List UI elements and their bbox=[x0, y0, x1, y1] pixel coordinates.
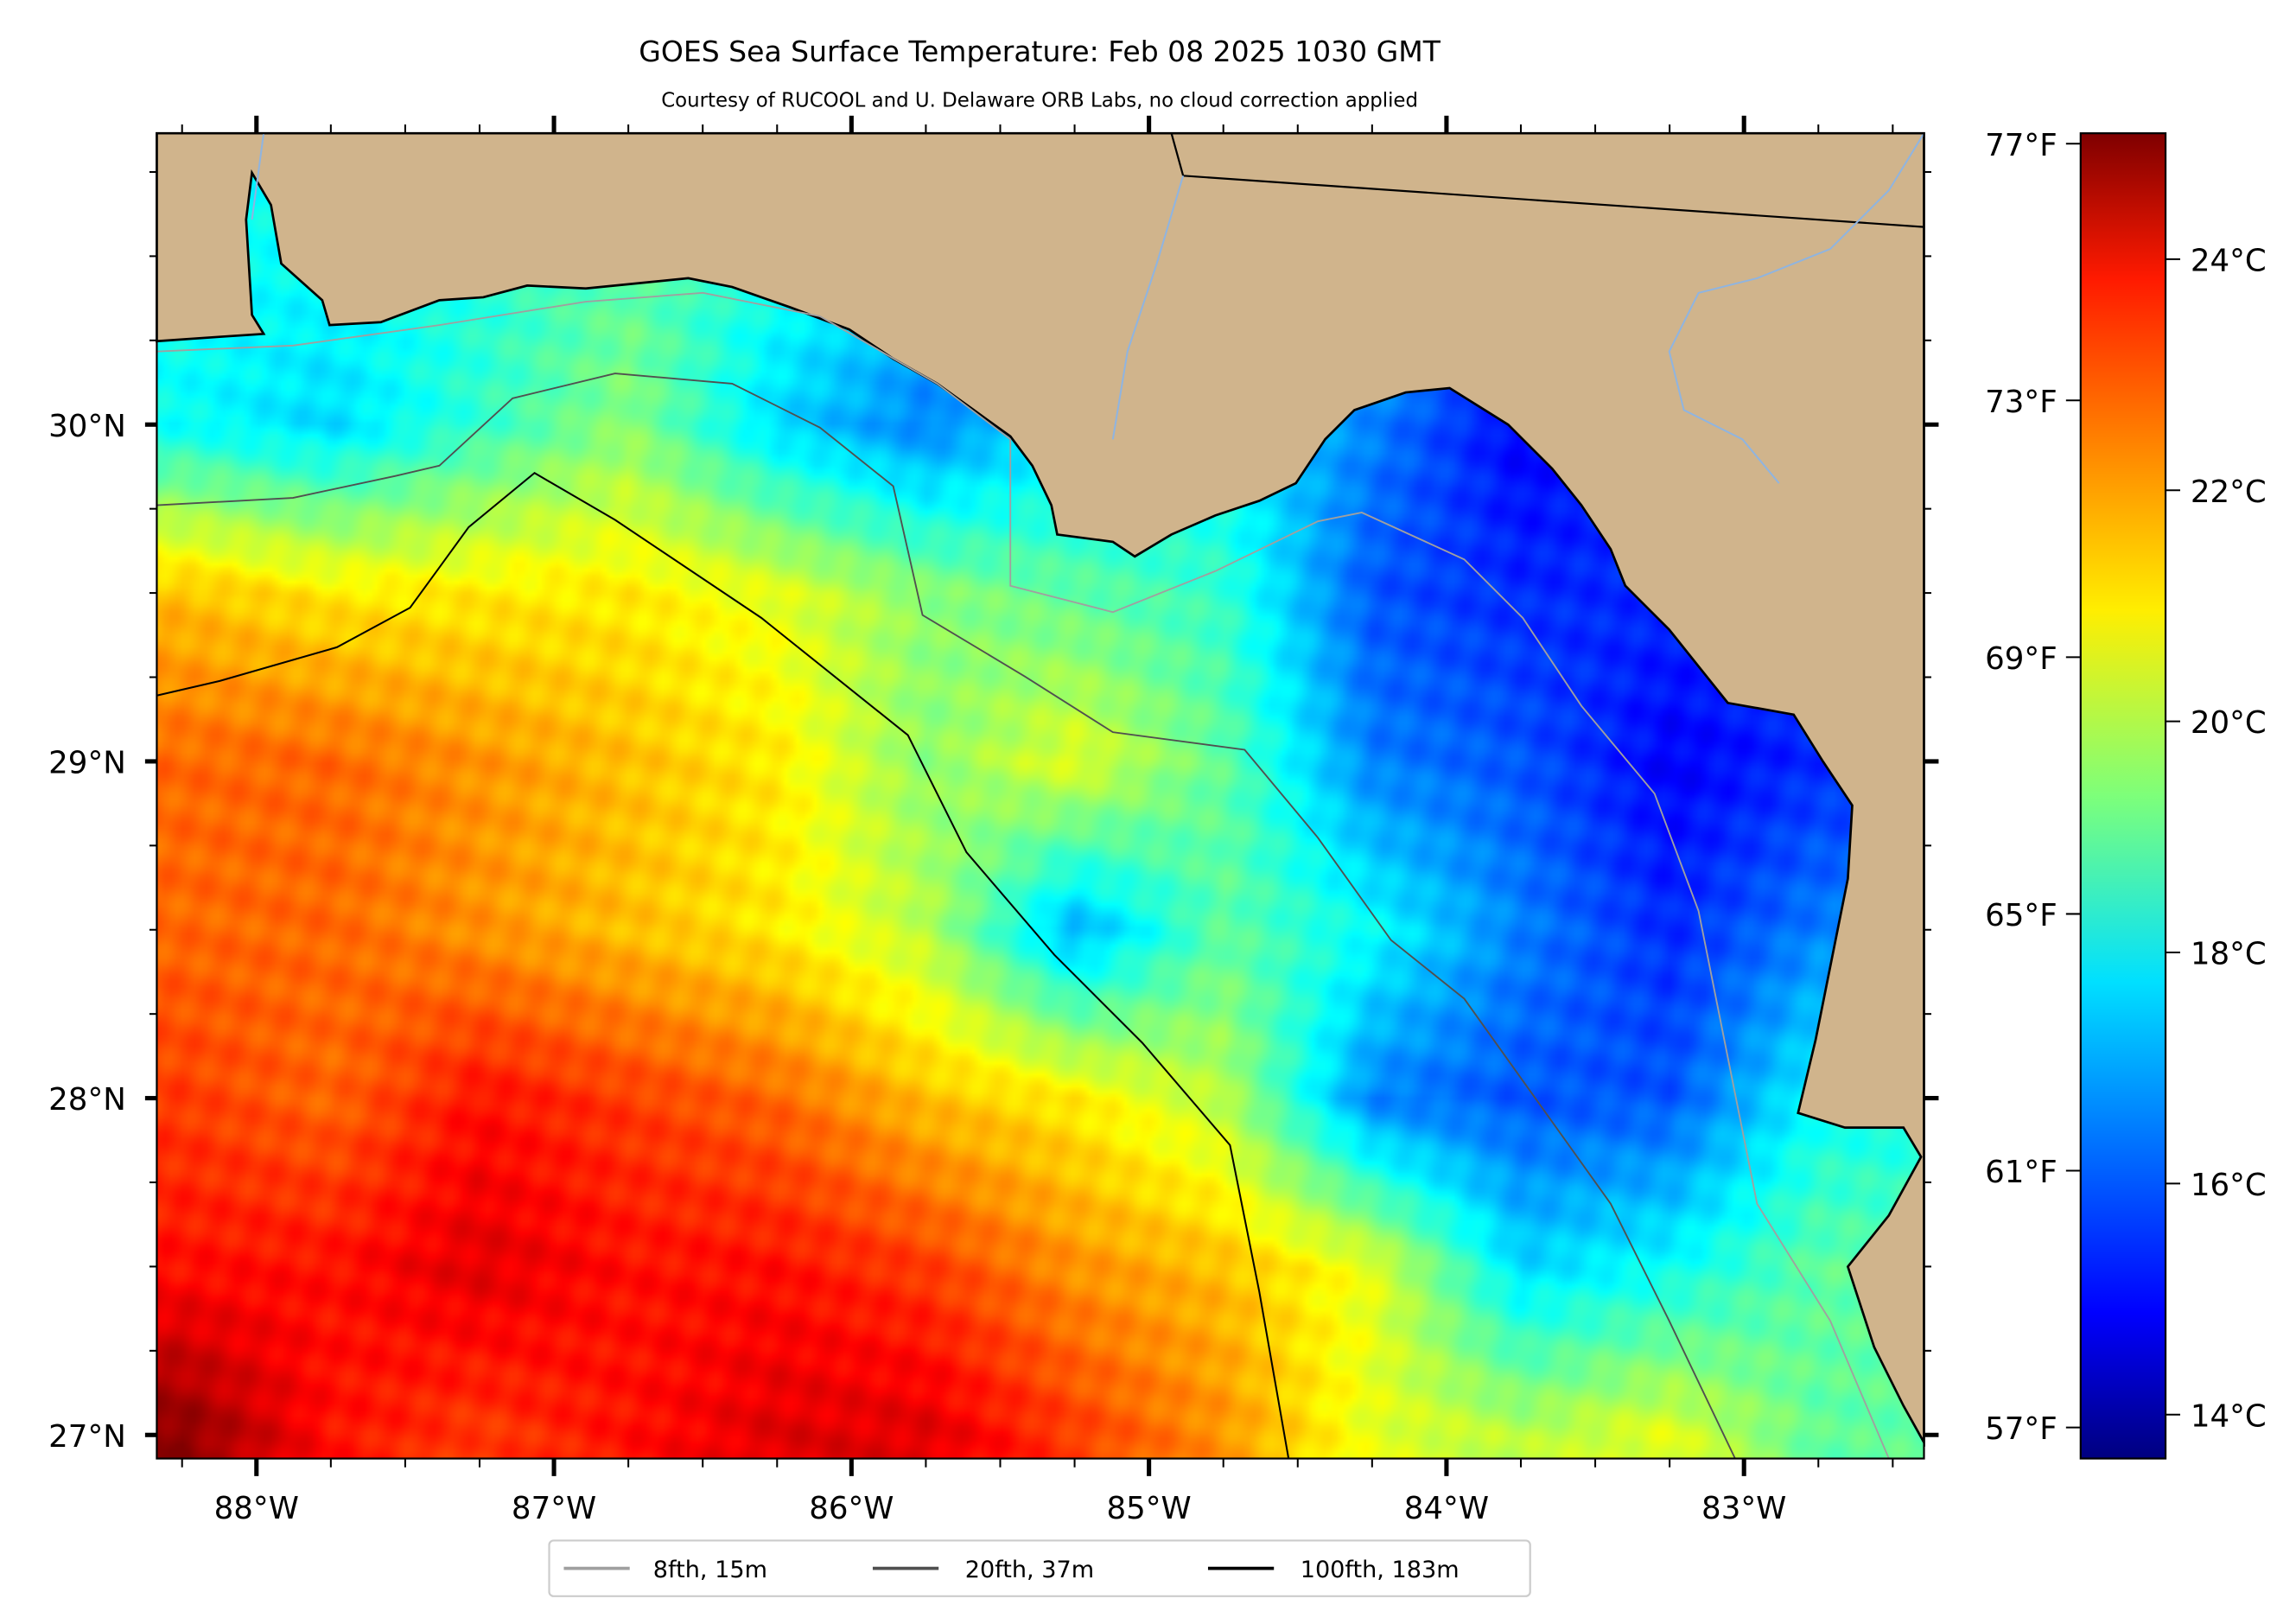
map bbox=[156, 131, 1925, 1460]
legend: 8fth, 15m 20fth, 37m 100fth, 183m bbox=[548, 1539, 1531, 1597]
x-tick-label: 86°W bbox=[809, 1491, 894, 1526]
y-tick-label: 27°N bbox=[48, 1419, 126, 1455]
y-tick-label: 29°N bbox=[48, 745, 126, 780]
map-axes: 88°W 87°W 86°W 85°W 84°W 83°W 27°N 28°N 29°N 30°N bbox=[48, 115, 1939, 1526]
colorbar-c-label: 22°C bbox=[2191, 474, 2267, 510]
state-border bbox=[1170, 132, 1924, 228]
y-tick-label: 30°N bbox=[48, 409, 126, 444]
colorbar-f-label: 77°F bbox=[1985, 128, 2057, 163]
colorbar-f-label: 69°F bbox=[1985, 641, 2057, 677]
river bbox=[251, 132, 1925, 484]
x-tick-label: 87°W bbox=[512, 1491, 596, 1526]
map-frame bbox=[156, 132, 1925, 1460]
colorbar-ticks: 14°C 16°C 18°C 20°C 22°C 24°C 57°F 61°F 65°F 69°F… bbox=[1985, 128, 2267, 1447]
isobath-100fth bbox=[156, 472, 1290, 1459]
colorbar-f-label: 65°F bbox=[1985, 898, 2057, 933]
colorbar-gradient bbox=[2079, 132, 2167, 1460]
x-tick-label: 85°W bbox=[1107, 1491, 1192, 1526]
colorbar-c-label: 16°C bbox=[2191, 1168, 2267, 1203]
colorbar-c-label: 18°C bbox=[2191, 937, 2267, 972]
chart-title: GOES Sea Surface Temperature: Feb 08 202… bbox=[639, 35, 1441, 68]
colorbar-f-label: 57°F bbox=[1985, 1411, 2057, 1447]
colorbar-f-label: 73°F bbox=[1985, 385, 2057, 420]
x-tick-label: 88°W bbox=[214, 1491, 299, 1526]
x-tick-label: 84°W bbox=[1404, 1491, 1489, 1526]
chart-subtitle: Courtesy of RUCOOL and U. Delaware ORB L… bbox=[661, 90, 1418, 112]
isobath-8fth bbox=[156, 291, 1890, 1459]
isobath-20fth bbox=[156, 373, 1736, 1459]
x-tick-label: 83°W bbox=[1701, 1491, 1786, 1526]
colorbar-c-label: 14°C bbox=[2191, 1398, 2267, 1434]
colorbar-c-label: 24°C bbox=[2191, 243, 2267, 278]
land bbox=[156, 131, 1925, 1448]
legend-label-20fth: 20fth, 37m bbox=[965, 1557, 1094, 1583]
colorbar-c-label: 20°C bbox=[2191, 705, 2267, 741]
legend-label-100fth: 100fth, 183m bbox=[1301, 1557, 1460, 1583]
legend-label-8fth: 8fth, 15m bbox=[653, 1557, 767, 1583]
y-tick-label: 28°N bbox=[48, 1082, 126, 1118]
colorbar-f-label: 61°F bbox=[1985, 1155, 2057, 1190]
colorbar: 14°C 16°C 18°C 20°C 22°C 24°C 57°F 61°F 65°F 69°F… bbox=[1985, 128, 2267, 1460]
